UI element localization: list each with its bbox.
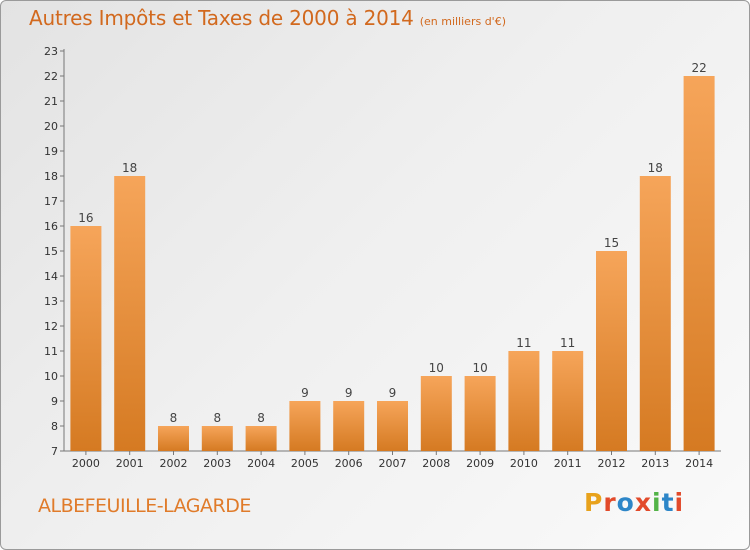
bar-2008 (420, 376, 452, 451)
x-tick-label-2008: 2008 (422, 457, 450, 470)
bar-2010 (508, 351, 540, 451)
x-tick-label-2003: 2003 (203, 457, 231, 470)
y-tick-label: 13 (44, 295, 58, 308)
bar-2011 (552, 351, 584, 451)
x-tick-label-2000: 2000 (72, 457, 100, 470)
y-tick-label: 22 (44, 70, 58, 83)
value-label-2006: 9 (345, 386, 353, 400)
y-tick-label: 21 (44, 95, 58, 108)
y-tick-label: 9 (51, 395, 58, 408)
y-tick-label: 17 (44, 195, 58, 208)
logo-letter: o (616, 488, 635, 517)
value-label-2012: 15 (604, 236, 619, 250)
bar-2001 (114, 176, 146, 451)
x-tick-label-2007: 2007 (379, 457, 407, 470)
y-tick-label: 7 (51, 445, 58, 458)
bar-2006 (333, 401, 365, 451)
value-label-2000: 16 (78, 211, 93, 225)
logo-letter: P (584, 488, 604, 517)
y-tick-label: 18 (44, 170, 58, 183)
chart-title-text: Autres Impôts et Taxes de 2000 à 2014 (29, 6, 414, 30)
value-label-2013: 18 (648, 161, 663, 175)
bar-2004 (245, 426, 277, 451)
bars: 16 18 8 8 8 9 9 9 10 10 11 11 15 18 22 (70, 61, 715, 451)
bar-2013 (639, 176, 671, 451)
value-label-2007: 9 (389, 386, 397, 400)
value-label-2014: 22 (691, 61, 706, 75)
chart-title: Autres Impôts et Taxes de 2000 à 2014 (en… (29, 6, 506, 30)
value-label-2004: 8 (257, 411, 265, 425)
x-tick-label-2002: 2002 (160, 457, 188, 470)
proxiti-logo: Proxiti (584, 488, 684, 517)
x-tick-label-2012: 2012 (598, 457, 626, 470)
bar-2009 (464, 376, 496, 451)
x-tick-label-2011: 2011 (554, 457, 582, 470)
y-tick-label: 19 (44, 145, 58, 158)
bar-2014 (683, 76, 715, 451)
x-tick-label-2010: 2010 (510, 457, 538, 470)
y-tick-label: 16 (44, 220, 58, 233)
bar-2012 (596, 251, 627, 451)
y-tick-label: 14 (44, 270, 58, 283)
x-tick-label-2013: 2013 (641, 457, 669, 470)
bar-2003 (201, 426, 233, 451)
bar-2002 (158, 426, 189, 451)
value-label-2002: 8 (170, 411, 178, 425)
logo-letter: i (674, 488, 685, 517)
value-label-2005: 9 (301, 386, 309, 400)
y-tick-label: 12 (44, 320, 58, 333)
value-label-2011: 11 (560, 336, 575, 350)
logo-letter: i (652, 488, 662, 517)
chart-subtitle: (en milliers d'€) (419, 15, 506, 28)
y-tick-label: 8 (51, 420, 58, 433)
y-axis: 7 8 9 10 11 12 13 14 15 16 17 18 19 20 21 22 23 (44, 45, 65, 458)
x-tick-label-2006: 2006 (335, 457, 363, 470)
logo-letter: r (603, 488, 617, 517)
value-label-2009: 10 (472, 361, 487, 375)
value-label-2010: 11 (516, 336, 531, 350)
value-label-2001: 18 (122, 161, 137, 175)
y-tick-label: 10 (44, 370, 58, 383)
x-tick-label-2009: 2009 (466, 457, 494, 470)
y-tick-label: 15 (44, 245, 58, 258)
value-label-2003: 8 (213, 411, 221, 425)
bar-2005 (289, 401, 321, 451)
x-axis: 2000 2001 2002 2003 2004 2005 2006 2007 2008 2009… (64, 450, 721, 470)
x-tick-label-2001: 2001 (116, 457, 144, 470)
x-tick-label-2004: 2004 (247, 457, 275, 470)
bar-2000 (70, 226, 102, 451)
value-label-2008: 10 (429, 361, 444, 375)
bar-2007 (377, 401, 408, 451)
y-tick-label: 20 (44, 120, 58, 133)
x-tick-label-2005: 2005 (291, 457, 319, 470)
logo-letter: t (661, 488, 675, 517)
logo-letter: x (634, 488, 652, 517)
y-tick-label: 11 (44, 345, 58, 358)
x-tick-label-2014: 2014 (685, 457, 713, 470)
commune-name: ALBEFEUILLE-LAGARDE (38, 495, 251, 517)
y-tick-label: 23 (44, 45, 58, 58)
